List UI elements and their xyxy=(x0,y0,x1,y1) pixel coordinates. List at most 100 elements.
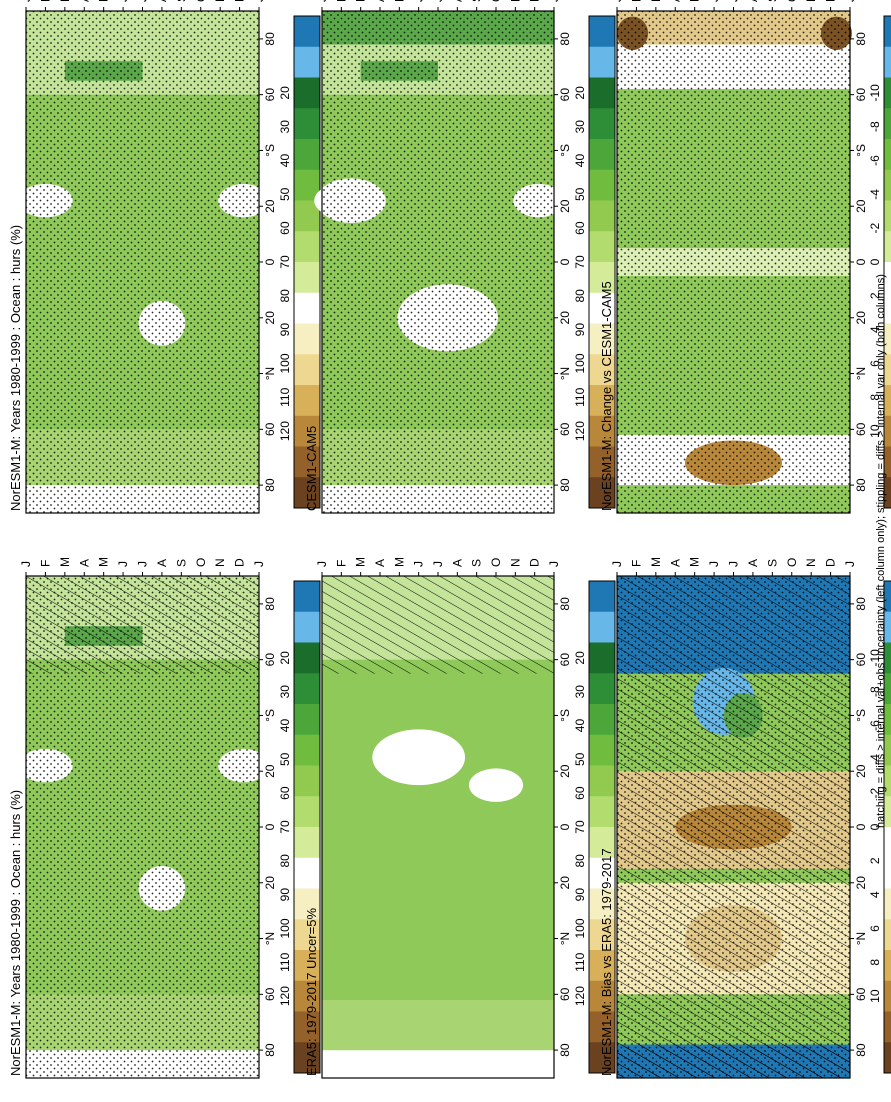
chart-panel-2: NorESM1-M: Years 1980-1999 : Ocean : hur… xyxy=(8,0,321,514)
colorbar-segment xyxy=(884,15,891,47)
lat-tick-label: 80 xyxy=(558,478,572,492)
month-tick-label: J xyxy=(116,0,130,2)
month-tick-label: A xyxy=(746,0,760,2)
month-tick-label: A xyxy=(373,559,387,567)
colorbar-segment xyxy=(294,949,320,981)
colorbar-tick-label: 90 xyxy=(278,323,292,337)
colorbar-tick-label: 40 xyxy=(573,154,587,168)
lat-tick-label: 80 xyxy=(854,478,868,492)
hatching-overlay xyxy=(322,576,554,674)
colorbar-tick-label: 20 xyxy=(573,651,587,665)
colorbar-tick-label: 8 xyxy=(868,394,882,401)
colorbar-segment xyxy=(294,292,320,324)
colorbar-tick-label: 100 xyxy=(573,353,587,373)
month-tick-label: D xyxy=(824,0,838,2)
chart-panel-4: CESM1-CAM5 80 60 °N 20 0 20 °S 60 80 J F M A M J J A S O N D J… xyxy=(304,0,616,514)
colorbar-segment xyxy=(294,734,320,766)
month-tick-label: J xyxy=(252,561,266,567)
lat-tick-label: 0 xyxy=(558,823,572,830)
colorbar: 120 110 100 90 80 70 60 50 40 30 20 xyxy=(278,15,321,509)
figure-footnote: hatching = diffs > internal var+obs unce… xyxy=(875,274,887,828)
month-tick-label: J xyxy=(136,561,150,567)
colorbar-segment xyxy=(589,857,615,889)
lat-tick-label: 20 xyxy=(854,311,868,325)
month-tick-label: O xyxy=(785,0,799,2)
lat-tick-label: 20 xyxy=(263,764,277,778)
chart-panel-3: ERA5: 1979-2017 Uncer=5% 80 60 °N 20 0 20 °S 60 8… xyxy=(304,557,616,1079)
month-tick-label: S xyxy=(765,559,779,567)
colorbar-tick-label: 10 xyxy=(868,989,882,1003)
month-tick-label: J xyxy=(547,0,561,2)
month-tick-label: A xyxy=(373,0,387,2)
colorbar-frame xyxy=(293,580,321,1074)
panel-title: CESM1-CAM5 xyxy=(304,426,319,511)
lat-tick-label: 60 xyxy=(558,88,572,102)
month-tick-label: S xyxy=(765,0,779,2)
colorbar-segment xyxy=(589,795,615,827)
colorbar-tick-label: 50 xyxy=(573,752,587,766)
month-tick-label: O xyxy=(194,0,208,2)
colorbar-segment xyxy=(294,77,320,109)
month-tick-label: A xyxy=(450,0,464,2)
lat-tick-label: 80 xyxy=(263,478,277,492)
lat-tick-label: °N xyxy=(558,932,572,945)
colorbar-segment xyxy=(589,580,615,612)
lat-tick-label: °N xyxy=(263,932,277,945)
colorbar-tick-label: 80 xyxy=(573,854,587,868)
month-tick-label: J xyxy=(19,0,33,2)
colorbar-tick-label: 70 xyxy=(278,820,292,834)
colorbar-tick-label: 8 xyxy=(868,959,882,966)
lat-tick-label: 80 xyxy=(263,1043,277,1057)
colorbar-tick-label: 90 xyxy=(573,888,587,902)
panel-title: NorESM1-M: Bias vs ERA5: 1979-2017 xyxy=(599,848,614,1076)
stippling-overlay xyxy=(26,11,259,513)
colorbar-segment xyxy=(589,384,615,416)
month-tick-label: M xyxy=(58,557,72,567)
colorbar-segment xyxy=(589,611,615,643)
month-tick-label: J xyxy=(707,0,721,2)
colorbar-tick-label: 110 xyxy=(278,952,292,971)
month-tick-label: A xyxy=(450,559,464,567)
colorbar-tick-label: -6 xyxy=(868,720,882,731)
colorbar-tick-label: 70 xyxy=(278,255,292,269)
month-tick-label: A xyxy=(746,559,760,567)
colorbar-segment xyxy=(589,200,615,232)
month-tick-label: N xyxy=(508,0,522,2)
lat-tick-label: 0 xyxy=(263,823,277,830)
lat-tick-label: 80 xyxy=(558,32,572,46)
month-tick-label: J xyxy=(315,0,329,2)
colorbar-segment xyxy=(589,918,615,950)
lat-tick-label: 80 xyxy=(854,1043,868,1057)
colorbar-tick-label: 120 xyxy=(278,421,292,441)
colorbar-tick-label: 20 xyxy=(573,86,587,100)
colorbar-segment xyxy=(294,888,320,920)
lat-tick-label: 60 xyxy=(854,653,868,667)
colorbar-segment xyxy=(884,169,891,201)
month-tick-label: F xyxy=(629,560,643,567)
month-tick-label: D xyxy=(528,558,542,567)
colorbar-segment xyxy=(884,107,891,139)
month-tick-label: M xyxy=(688,0,702,2)
colorbar-tick-label: 90 xyxy=(573,323,587,337)
month-tick-label: J xyxy=(610,0,624,2)
lat-tick-label: 80 xyxy=(263,32,277,46)
colorbar-segment xyxy=(589,292,615,324)
colorbar-segment xyxy=(589,476,615,508)
colorbar-tick-label: 30 xyxy=(278,120,292,134)
colorbar-tick-label: 6 xyxy=(868,925,882,932)
chart-panel-1: NorESM1-M: Years 1980-1999 : Ocean : hur… xyxy=(8,557,321,1079)
month-tick-label: J xyxy=(136,0,150,2)
colorbar-segment xyxy=(884,980,891,1012)
colorbar-tick-label: -8 xyxy=(868,121,882,132)
month-tick-label: J xyxy=(252,0,266,2)
colorbar-segment xyxy=(294,611,320,643)
month-tick-label: S xyxy=(470,0,484,2)
subtropic-dry-blob xyxy=(372,729,466,786)
colorbar-tick-label: 40 xyxy=(278,154,292,168)
month-tick-label: J xyxy=(610,561,624,567)
colorbar-tick-label: 120 xyxy=(573,421,587,441)
lat-tick-label: 20 xyxy=(558,876,572,890)
month-tick-label: M xyxy=(97,0,111,2)
month-tick-label: M xyxy=(649,0,663,2)
colorbar-segment xyxy=(884,826,891,858)
